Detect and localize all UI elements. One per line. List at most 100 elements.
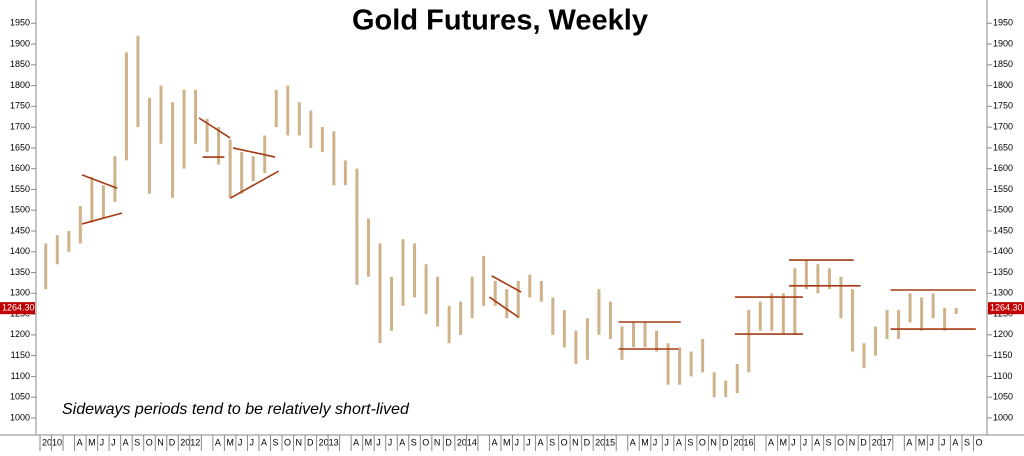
x-tick-label: M <box>780 437 788 447</box>
y-tick-label-right: 1350 <box>993 267 1013 277</box>
x-tick-label: A <box>77 437 83 447</box>
x-tick-label: M <box>641 437 649 447</box>
y-tick-label-right: 1700 <box>993 122 1013 132</box>
y-tick-label-right: 1450 <box>993 225 1013 235</box>
x-tick-label: D <box>307 437 314 447</box>
y-tick-label: 1400 <box>10 246 30 256</box>
x-tick-label: A <box>906 437 912 447</box>
x-tick-label: A <box>768 437 774 447</box>
x-tick-label: O <box>837 437 844 447</box>
x-tick-label: A <box>630 437 636 447</box>
x-tick-label: A <box>952 437 958 447</box>
x-tick-label: J <box>653 437 658 447</box>
x-tick-label: S <box>549 437 555 447</box>
x-tick-label: J <box>515 437 520 447</box>
x-tick-label: J <box>376 437 381 447</box>
y-tick-label-right: 1400 <box>993 246 1013 256</box>
x-tick-label: J <box>929 437 934 447</box>
x-tick-label: D <box>722 437 729 447</box>
y-tick-label: 1800 <box>10 80 30 90</box>
y-tick-label-right: 1300 <box>993 288 1013 298</box>
y-tick-label: 1700 <box>10 122 30 132</box>
x-tick-label: A <box>814 437 820 447</box>
annotation: Sideways periods tend to be relatively s… <box>62 401 410 418</box>
x-tick-label: J <box>941 437 946 447</box>
x-tick-label: J <box>100 437 105 447</box>
x-tick-label: J <box>238 437 243 447</box>
y-tick-label: 1750 <box>10 101 30 111</box>
y-tick-label: 1300 <box>10 288 30 298</box>
x-tick-label: D <box>169 437 176 447</box>
x-tick-label: D <box>584 437 591 447</box>
y-tick-label-right: 1900 <box>993 38 1013 48</box>
x-tick-label: J <box>388 437 393 447</box>
y-tick-label-right: 1550 <box>993 184 1013 194</box>
y-tick-label-right: 1850 <box>993 59 1013 69</box>
y-tick-label: 1550 <box>10 184 30 194</box>
x-tick-label: O <box>699 437 706 447</box>
x-tick-label: O <box>146 437 153 447</box>
trendline <box>488 296 519 318</box>
y-tick-label: 1850 <box>10 59 30 69</box>
x-tick-label: A <box>261 437 267 447</box>
y-tick-label-right: 1650 <box>993 142 1013 152</box>
last-price-label-right: 1264.30 <box>990 303 1023 313</box>
y-tick-label-right: 1750 <box>993 101 1013 111</box>
y-tick-label: 1350 <box>10 267 30 277</box>
x-tick-label: A <box>676 437 682 447</box>
x-tick-label: A <box>491 437 497 447</box>
x-tick-label: A <box>353 437 359 447</box>
x-tick-label: A <box>399 437 405 447</box>
x-tick-label: J <box>803 437 808 447</box>
x-tick-label: O <box>422 437 429 447</box>
trendline <box>81 174 118 189</box>
trendline <box>198 117 231 139</box>
y-tick-label: 1000 <box>10 412 30 422</box>
x-tick-label: S <box>964 437 970 447</box>
x-tick-label: N <box>157 437 164 447</box>
x-tick-label: A <box>538 437 544 447</box>
x-tick-label: O <box>284 437 291 447</box>
y-tick-label: 1600 <box>10 163 30 173</box>
chart-title: Gold Futures, Weekly <box>352 5 648 37</box>
y-tick-label: 1650 <box>10 142 30 152</box>
last-price-label: 1264.30 <box>2 303 35 313</box>
y-tick-label: 1200 <box>10 329 30 339</box>
y-tick-label: 1100 <box>11 371 30 381</box>
x-tick-label: S <box>272 437 278 447</box>
x-tick-label: N <box>572 437 579 447</box>
y-tick-label: 1950 <box>10 18 30 28</box>
x-tick-label: N <box>710 437 717 447</box>
y-tick-label-right: 1600 <box>993 163 1013 173</box>
trendline <box>229 170 279 199</box>
x-tick-label: S <box>411 437 417 447</box>
x-tick-label: O <box>975 437 982 447</box>
x-tick-label: M <box>503 437 511 447</box>
y-tick-label: 1450 <box>10 225 30 235</box>
y-tick-label-right: 1000 <box>993 412 1013 422</box>
x-tick-label: D <box>445 437 452 447</box>
x-tick-label: S <box>134 437 140 447</box>
y-tick-label-right: 1800 <box>993 80 1013 90</box>
y-tick-label-right: 1050 <box>993 392 1013 402</box>
x-tick-label: S <box>826 437 832 447</box>
y-tick-label-right: 1100 <box>993 371 1012 381</box>
trendline <box>81 212 123 225</box>
trendline <box>232 147 276 158</box>
y-tick-label: 1150 <box>11 350 30 360</box>
y-tick-label: 1900 <box>10 38 30 48</box>
y-tick-label-right: 1500 <box>993 205 1013 215</box>
x-tick-label: J <box>526 437 531 447</box>
y-tick-label: 1050 <box>10 392 30 402</box>
x-tick-label: N <box>434 437 441 447</box>
x-tick-label: D <box>860 437 867 447</box>
x-tick-label: A <box>215 437 221 447</box>
x-tick-label: M <box>226 437 234 447</box>
x-tick-label: A <box>123 437 129 447</box>
x-tick-label: J <box>249 437 254 447</box>
x-tick-label: N <box>296 437 303 447</box>
trendline <box>491 275 522 293</box>
x-tick-label: J <box>664 437 669 447</box>
